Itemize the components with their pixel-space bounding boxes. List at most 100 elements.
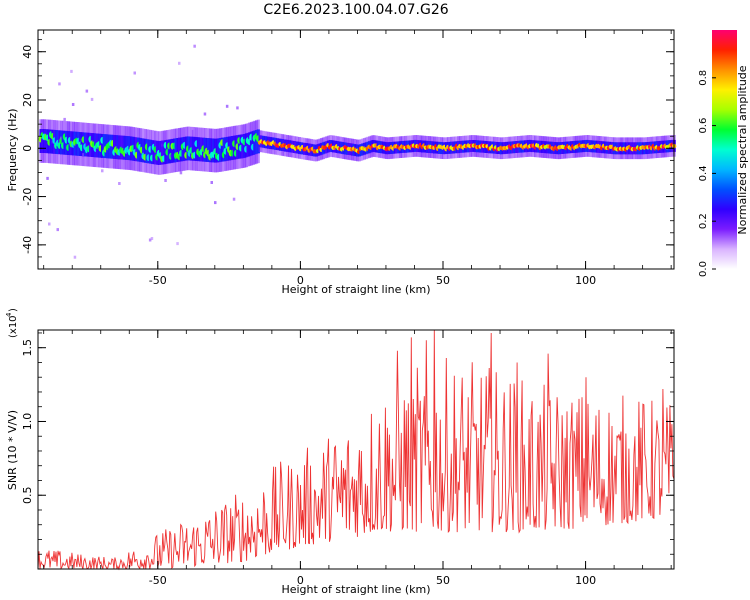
heatmap-cell — [80, 132, 84, 157]
heatmap-speckle — [70, 69, 73, 73]
colorbar-tick-label: 0.2 — [698, 213, 709, 229]
heatmap-cell — [118, 135, 122, 160]
heatmap-speckle — [48, 222, 51, 226]
heatmap-cell — [208, 138, 212, 163]
heatmap-cell — [198, 137, 202, 162]
heatmap-speckle — [169, 154, 172, 158]
snr-x-ticks: -50 0 50 100 — [43, 330, 672, 587]
heatmap-cell — [179, 137, 183, 162]
heatmap-cell — [191, 136, 195, 161]
colorbar-gradient — [712, 30, 737, 269]
snr-x-label: Height of straight line (km) — [281, 583, 430, 596]
heatmap-speckle — [73, 255, 77, 259]
heatmap-cell — [178, 137, 182, 162]
heatmap-cell — [243, 134, 247, 158]
x-tick-label: 0 — [297, 574, 304, 587]
snr-plot-area — [38, 330, 674, 569]
heatmap-cell — [174, 138, 178, 163]
colorbar-tick-label: 0.4 — [698, 165, 709, 181]
spectrogram-y-ticks: -40 -20 0 20 40 — [21, 39, 674, 258]
x-tick-label: -50 — [149, 574, 167, 587]
spectrogram-x-ticks: -50 0 50 100 — [43, 30, 672, 287]
heatmap-speckle — [133, 71, 136, 75]
y-tick-label: 40 — [21, 45, 34, 59]
heatmap-cell — [82, 132, 86, 157]
heatmap-cell — [66, 131, 70, 155]
snr-y-label: SNR (10 * V/V) — [6, 410, 19, 490]
heatmap-cell — [244, 133, 248, 158]
colorbar-tick-label: 0.8 — [698, 70, 709, 86]
heatmap-cell — [215, 138, 219, 163]
heatmap-speckle — [203, 112, 207, 116]
heatmap-cell — [195, 137, 199, 161]
snr-series — [37, 329, 675, 571]
heatmap-cell — [176, 138, 180, 162]
heatmap-cell — [150, 140, 154, 164]
heatmap-cell — [219, 138, 223, 162]
heatmap-speckle — [71, 103, 75, 106]
x-tick-label: 0 — [297, 274, 304, 287]
heatmap-speckle — [58, 82, 61, 86]
heatmap-cell — [246, 132, 250, 157]
heatmap-cell — [49, 129, 53, 154]
heatmap-cell — [241, 134, 245, 159]
heatmap-speckle — [60, 136, 63, 140]
heatmap-cell — [253, 130, 257, 155]
heatmap-cell — [172, 138, 177, 163]
heatmap-cell — [220, 137, 224, 162]
heatmap-cell — [171, 138, 175, 163]
heatmap-cell — [167, 139, 171, 164]
heatmap-cell — [133, 137, 137, 161]
heatmap-cell — [231, 136, 235, 160]
colorbar-tick-label: 0.6 — [698, 118, 709, 134]
heatmap-speckle — [56, 228, 59, 232]
heatmap-cell — [63, 130, 67, 155]
y-tick-label: -40 — [21, 236, 34, 254]
heatmap-cell — [123, 135, 127, 160]
spectrogram-image — [38, 44, 677, 259]
heatmap-cell — [255, 130, 259, 154]
colorbar: 0.0 0.2 0.4 0.6 0.8 Normalized spectral ampl… — [698, 30, 749, 277]
heatmap-speckle — [225, 104, 229, 108]
heatmap-speckle — [101, 169, 104, 173]
snr-y-tick-label: 1.0 — [21, 413, 34, 431]
heatmap-cell — [217, 138, 221, 163]
heatmap-cell — [101, 134, 105, 158]
heatmap-cell — [193, 136, 197, 161]
heatmap-speckle — [179, 171, 183, 175]
y-tick-label: 0 — [21, 145, 34, 152]
snr-y-tick-label: 1.5 — [21, 339, 34, 357]
heatmap-cell — [210, 138, 214, 163]
heatmap-speckle — [176, 242, 179, 246]
heatmap-cell — [44, 129, 48, 154]
heatmap-cell — [41, 129, 45, 153]
heatmap-cell — [251, 131, 255, 155]
snr-panel: -50 0 50 100 0.5 1.0 1.5 Height of straight l… — [5, 308, 675, 596]
snr-y-ticks: 0.5 1.0 1.5 — [21, 332, 674, 555]
heatmap-speckle — [193, 44, 196, 48]
colorbar-ticks: 0.0 0.2 0.4 0.6 0.8 — [698, 70, 716, 277]
heatmap-cell — [135, 137, 139, 162]
y-tick-label: -20 — [21, 188, 34, 206]
snr-y-multiplier-base: (x10 — [8, 315, 19, 338]
snr-y-multiplier-exp: 4 — [5, 312, 13, 317]
snr-line — [37, 329, 675, 571]
snr-y-tick-label: 0.5 — [21, 486, 34, 504]
heatmap-cell — [109, 134, 113, 159]
heatmap-cell — [160, 140, 165, 165]
snr-y-multiplier: (x10 4 ) — [5, 308, 19, 338]
colorbar-tick-label: 0.0 — [698, 261, 709, 277]
snr-y-multiplier-close: ) — [8, 308, 19, 312]
heatmap-speckle — [160, 143, 164, 147]
heatmap-cell — [229, 136, 233, 161]
heatmap-speckle — [150, 237, 154, 240]
spectrogram-x-label: Height of straight line (km) — [281, 283, 430, 296]
heatmap-cell — [102, 134, 106, 158]
y-tick-label: 20 — [21, 93, 34, 107]
heatmap-speckle — [46, 176, 49, 180]
snr-frame — [37, 329, 675, 570]
heatmap-cell — [42, 129, 46, 153]
heatmap-cell — [183, 136, 187, 161]
heatmap-cell — [116, 135, 120, 160]
